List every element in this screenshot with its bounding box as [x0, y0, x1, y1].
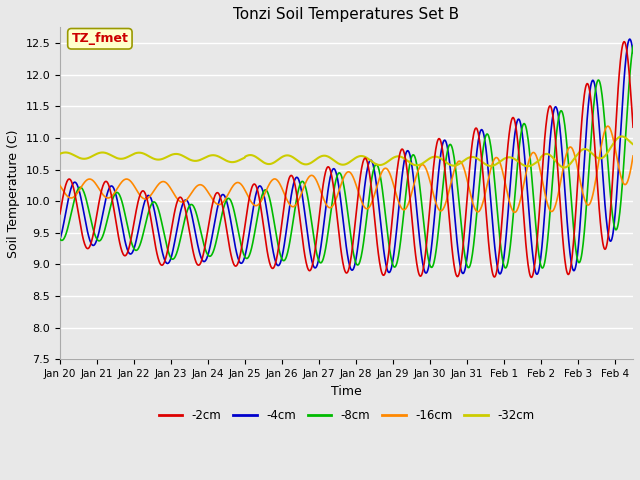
Title: Tonzi Soil Temperatures Set B: Tonzi Soil Temperatures Set B [234, 7, 460, 22]
X-axis label: Time: Time [331, 384, 362, 397]
Legend: -2cm, -4cm, -8cm, -16cm, -32cm: -2cm, -4cm, -8cm, -16cm, -32cm [154, 404, 540, 426]
Text: TZ_fmet: TZ_fmet [72, 32, 128, 45]
Y-axis label: Soil Temperature (C): Soil Temperature (C) [7, 129, 20, 257]
